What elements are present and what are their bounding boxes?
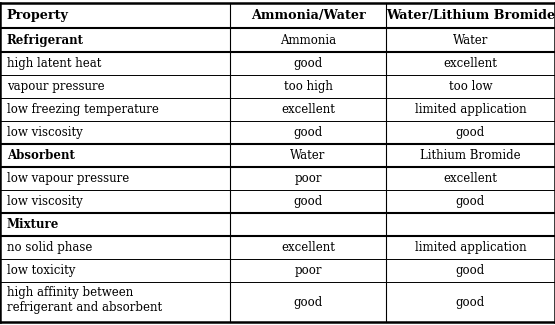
Text: good: good [456,264,485,277]
Text: good: good [456,126,485,139]
Text: Ammonia: Ammonia [280,33,336,46]
Text: excellent: excellent [281,241,335,254]
Text: good: good [294,295,322,308]
Text: too high: too high [284,80,332,93]
Text: poor: poor [294,172,322,185]
Text: Absorbent: Absorbent [7,149,74,162]
Text: Property: Property [7,9,68,22]
Text: low toxicity: low toxicity [7,264,75,277]
Text: good: good [294,195,322,208]
Text: Ammonia/Water: Ammonia/Water [251,9,365,22]
Text: too low: too low [448,80,492,93]
Text: limited application: limited application [415,241,526,254]
Text: Water/Lithium Bromide: Water/Lithium Bromide [386,9,555,22]
Text: excellent: excellent [281,103,335,116]
Text: good: good [456,195,485,208]
Text: excellent: excellent [443,172,497,185]
Text: excellent: excellent [443,57,497,70]
Text: Mixture: Mixture [7,218,59,231]
Text: no solid phase: no solid phase [7,241,92,254]
Text: poor: poor [294,264,322,277]
Text: low freezing temperature: low freezing temperature [7,103,159,116]
Text: low viscosity: low viscosity [7,195,82,208]
Text: good: good [294,57,322,70]
Text: low vapour pressure: low vapour pressure [7,172,129,185]
Text: high latent heat: high latent heat [7,57,101,70]
Text: good: good [456,295,485,308]
Text: Refrigerant: Refrigerant [7,33,84,46]
Text: Water: Water [290,149,326,162]
Text: low viscosity: low viscosity [7,126,82,139]
Text: high affinity between
refrigerant and absorbent: high affinity between refrigerant and ab… [7,286,162,314]
Text: good: good [294,126,322,139]
Text: limited application: limited application [415,103,526,116]
Text: vapour pressure: vapour pressure [7,80,104,93]
Text: Water: Water [453,33,488,46]
Text: Lithium Bromide: Lithium Bromide [420,149,521,162]
